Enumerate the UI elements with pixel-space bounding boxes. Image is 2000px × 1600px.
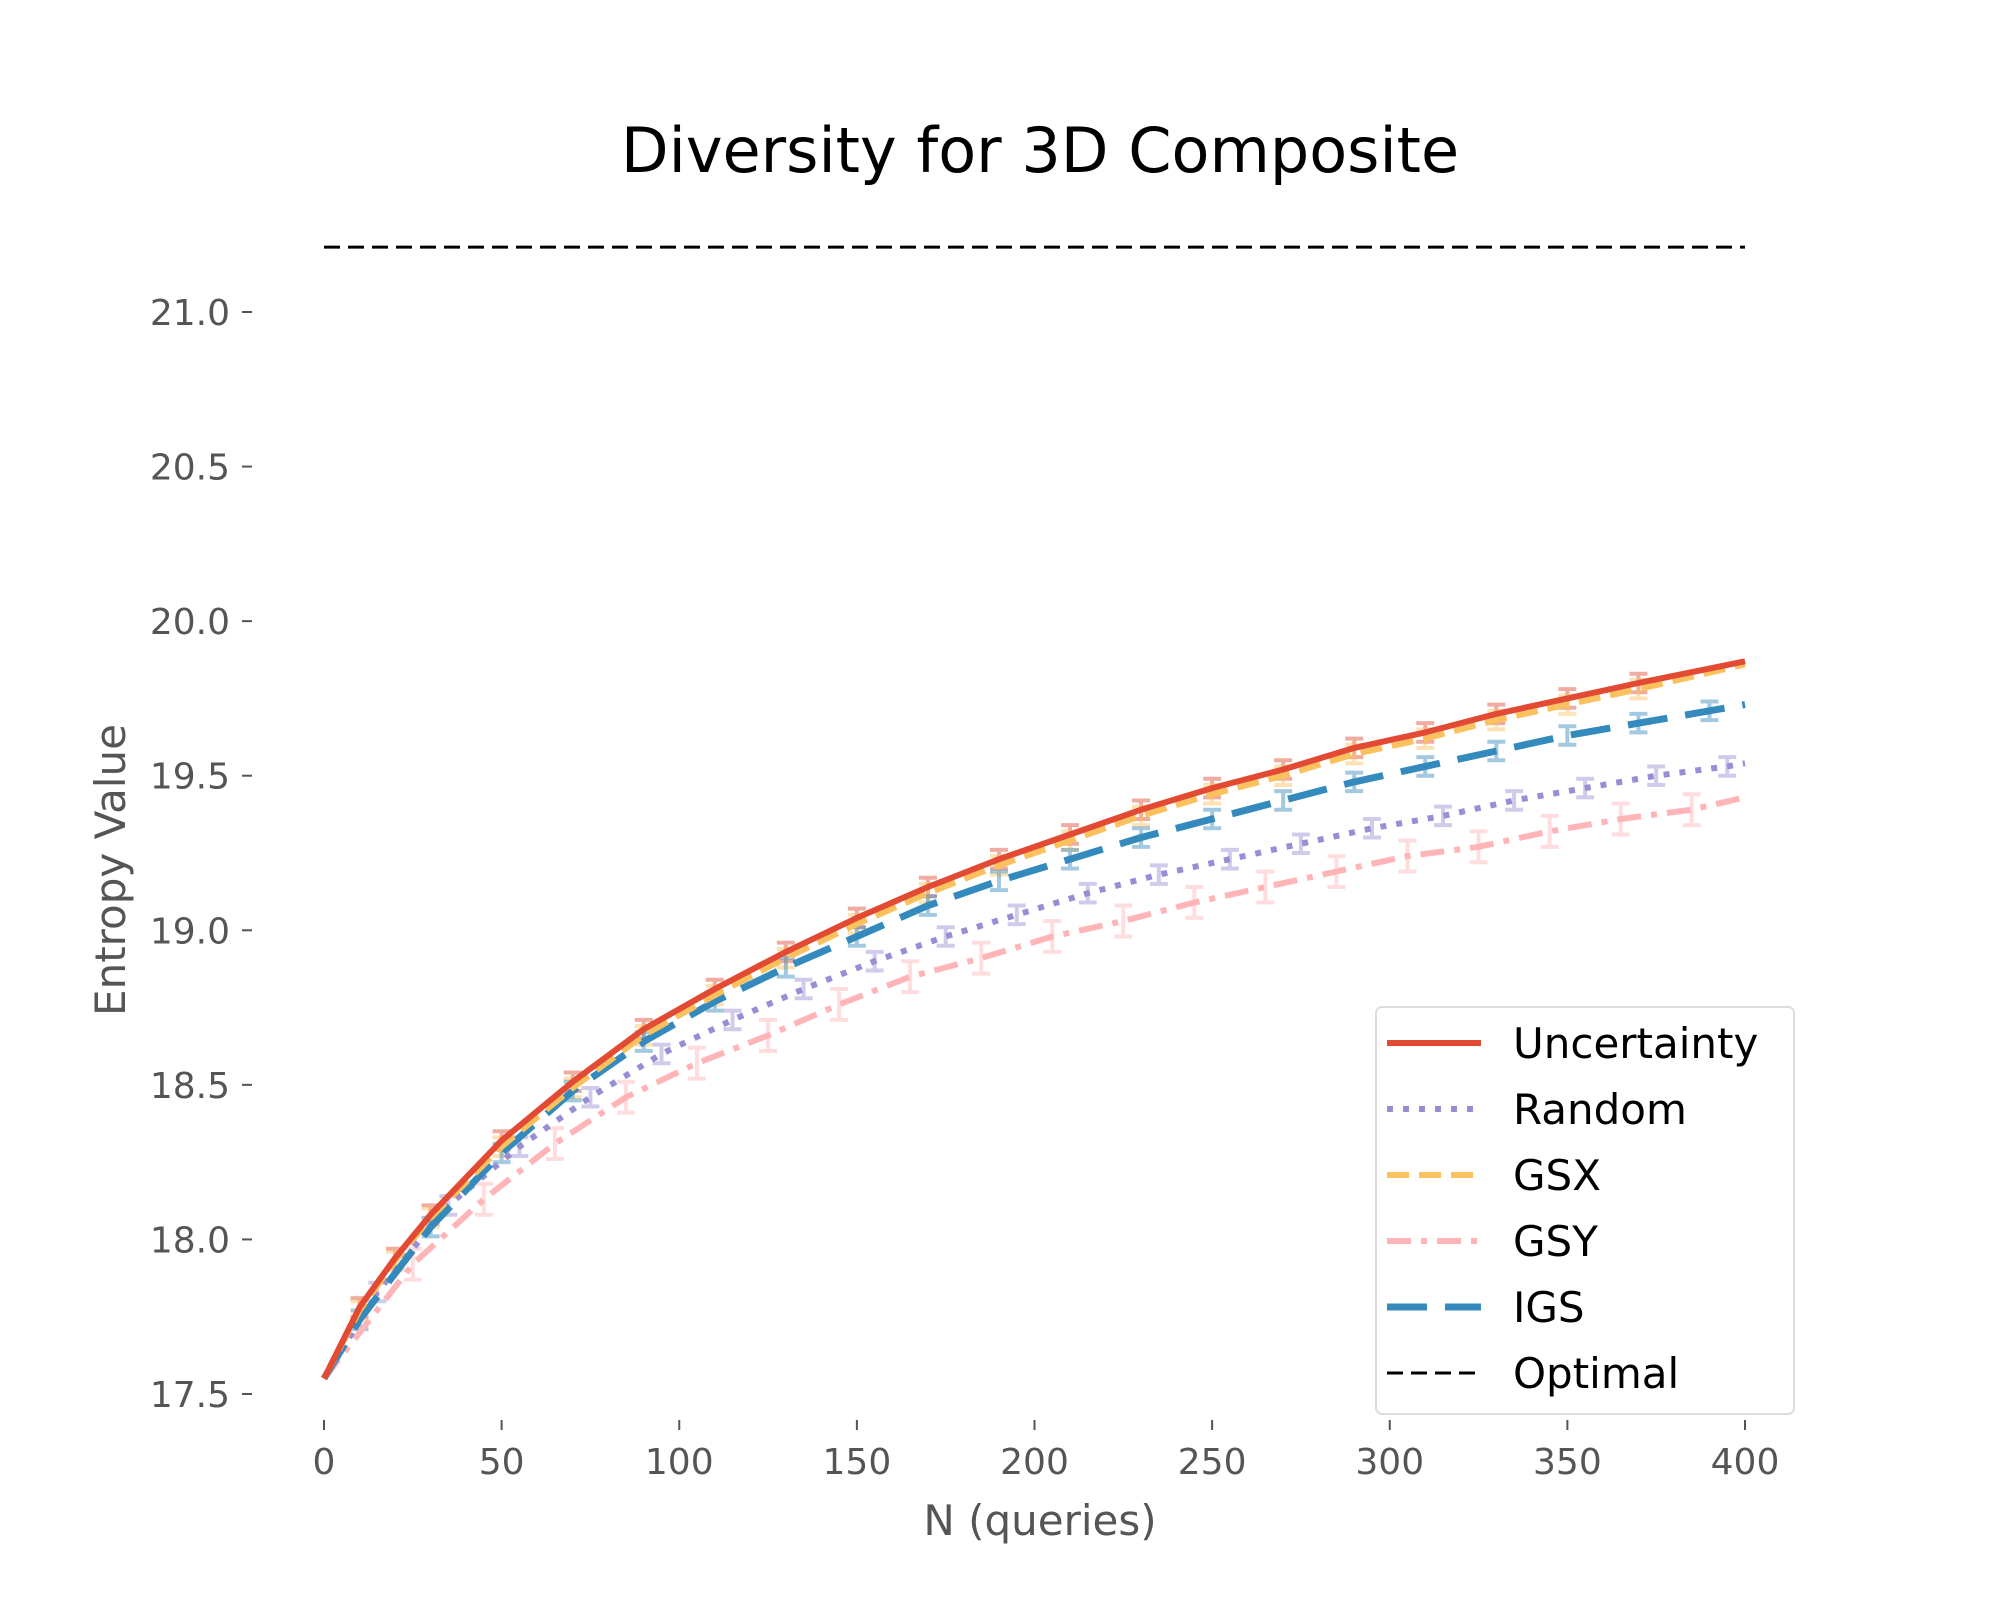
series-line-gsx xyxy=(321,661,1746,1380)
error-bar xyxy=(1434,804,1453,828)
y-tick-label: 18.5 xyxy=(150,1066,230,1107)
chart-title: Diversity for 3D Composite xyxy=(621,114,1459,187)
error-bar xyxy=(474,1181,493,1217)
x-tick-label: 50 xyxy=(479,1442,525,1483)
error-bar xyxy=(1505,789,1524,812)
x-tick-label: 100 xyxy=(645,1442,714,1483)
x-axis-label: N (queries) xyxy=(923,1496,1156,1545)
y-tick-label: 18.0 xyxy=(150,1220,230,1261)
error-bar xyxy=(1291,832,1310,855)
error-bar xyxy=(1256,869,1275,905)
error-bar xyxy=(901,959,920,995)
error-bar xyxy=(723,1008,742,1032)
legend: Uncertainty Random GSX GSY IGS Optimal xyxy=(1375,1006,1795,1415)
x-tick-label: 150 xyxy=(823,1442,892,1483)
legend-label: Optimal xyxy=(1513,1349,1679,1398)
series-line-uncertainty xyxy=(321,658,1746,1380)
x-tick-label: 300 xyxy=(1355,1442,1424,1483)
x-tick-label: 250 xyxy=(1178,1442,1247,1483)
error-bar xyxy=(688,1045,707,1081)
error-bar xyxy=(1114,903,1133,939)
legend-label: GSX xyxy=(1513,1151,1601,1200)
error-bar xyxy=(545,1126,564,1162)
legend-box xyxy=(1375,1006,1795,1415)
y-tick-label: 20.0 xyxy=(150,602,230,643)
error-bar xyxy=(1362,816,1381,840)
error-bar xyxy=(1647,764,1666,787)
y-tick-label: 19.5 xyxy=(150,757,230,798)
error-bar xyxy=(794,977,813,1001)
series-line-gsy xyxy=(321,794,1746,1381)
error-bar xyxy=(989,869,1008,893)
y-axis-label: Entropy Value xyxy=(86,724,135,1016)
y-tick-label: 20.5 xyxy=(150,448,230,489)
y-tick-label: 19.0 xyxy=(150,911,230,952)
y-tick-label: 21.0 xyxy=(150,293,230,334)
error-bar xyxy=(1220,847,1239,871)
error-bar xyxy=(1540,813,1559,849)
error-bar xyxy=(1274,789,1293,812)
series-line-igs xyxy=(321,701,1746,1381)
x-tick-label: 400 xyxy=(1711,1442,1780,1483)
axes: 0 50 100 150 200 250 300 350 400 17.5 18.0 18.5 19.0… xyxy=(150,293,1780,1483)
plot-area xyxy=(321,245,1746,1381)
error-bar xyxy=(652,1042,671,1066)
error-bar xyxy=(830,987,849,1022)
error-bar xyxy=(1682,792,1701,828)
error-bar xyxy=(581,1085,600,1109)
legend-label: Uncertainty xyxy=(1513,1019,1758,1068)
x-tick-label: 350 xyxy=(1533,1442,1602,1483)
x-tick-label: 0 xyxy=(313,1442,336,1483)
legend-label: GSY xyxy=(1513,1217,1598,1266)
y-tick-label: 17.5 xyxy=(150,1375,230,1416)
x-tick-label: 200 xyxy=(1000,1442,1069,1483)
error-bar xyxy=(1149,863,1168,886)
legend-label: IGS xyxy=(1513,1283,1585,1332)
error-bar xyxy=(1558,724,1577,747)
legend-label: Random xyxy=(1513,1085,1687,1134)
error-bar xyxy=(936,925,955,948)
error-bar xyxy=(972,940,991,976)
error-bar xyxy=(1007,903,1026,927)
